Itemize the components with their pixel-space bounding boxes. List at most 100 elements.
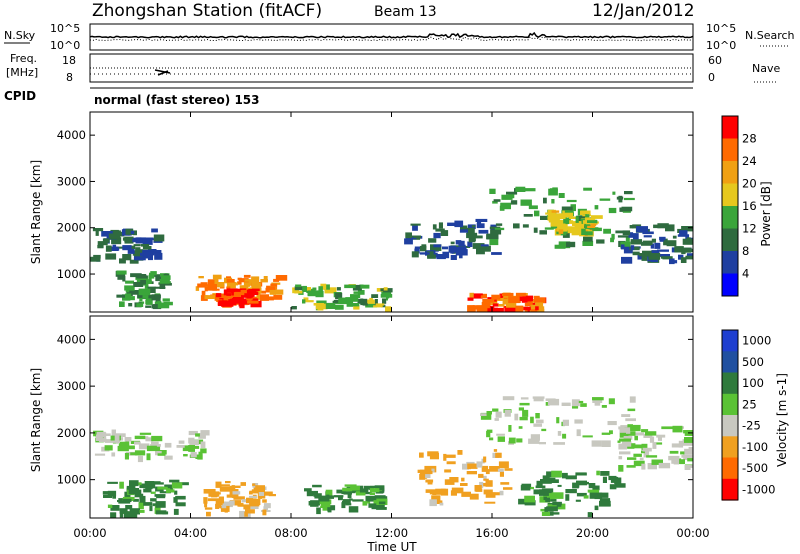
heatmap-cell <box>596 470 600 476</box>
nsky-tick-top: 10^5 <box>50 22 80 35</box>
heatmap-cell <box>130 230 135 235</box>
heatmap-cell <box>325 302 336 309</box>
heatmap-cell <box>260 294 269 301</box>
heatmap-cell <box>580 403 587 407</box>
freq-spike <box>154 69 171 76</box>
heatmap-cell <box>447 222 456 226</box>
heatmap-cell <box>500 482 510 485</box>
heatmap-cell <box>489 466 500 472</box>
heatmap-cell <box>436 254 446 260</box>
heatmap-cell <box>212 288 220 291</box>
heatmap-cell <box>378 501 386 505</box>
heatmap-cell <box>175 495 186 500</box>
heatmap-cell <box>551 470 562 478</box>
heatmap-cell <box>461 491 471 497</box>
heatmap-cell <box>223 296 229 301</box>
heatmap-cell <box>561 402 571 406</box>
heatmap-cell <box>533 397 544 402</box>
heatmap-cell <box>113 248 120 251</box>
heatmap-cell <box>541 428 547 432</box>
heatmap-cell <box>622 441 632 448</box>
heatmap-cell <box>427 451 439 457</box>
heatmap-cell <box>476 305 488 312</box>
heatmap-cell <box>146 453 151 461</box>
heatmap-cell <box>471 225 476 228</box>
heatmap-cell <box>612 191 616 195</box>
heatmap-cell <box>101 231 113 237</box>
heatmap-cell <box>243 279 254 286</box>
heatmap-cell <box>576 480 587 486</box>
heatmap-cell <box>325 489 333 497</box>
heatmap-cell <box>534 210 540 217</box>
heatmap-cell <box>150 498 157 502</box>
heatmap-cell <box>351 295 359 302</box>
heatmap-cell <box>230 500 241 506</box>
heatmap-cell <box>610 237 614 243</box>
heatmap-cell <box>112 244 117 249</box>
heatmap-cell <box>444 454 456 458</box>
heatmap-cell <box>604 504 611 507</box>
heatmap-cell <box>684 465 691 470</box>
heatmap-cell <box>668 455 680 461</box>
heatmap-cell <box>659 254 670 257</box>
heatmap-cell <box>147 286 156 293</box>
heatmap-cell <box>413 235 421 239</box>
heatmap-cell <box>221 501 227 509</box>
heatmap-cell <box>497 468 504 472</box>
heatmap-cell <box>176 445 185 448</box>
heatmap-cell <box>169 489 175 493</box>
heatmap-cell <box>425 479 434 483</box>
heatmap-cell <box>538 442 546 445</box>
heatmap-cell <box>136 275 148 279</box>
heatmap-cell <box>107 490 117 497</box>
heatmap-cell <box>122 237 129 241</box>
heatmap-cell <box>508 194 515 199</box>
heatmap-cell <box>546 506 558 512</box>
heatmap-cell <box>568 216 579 219</box>
heatmap-cell <box>549 498 557 502</box>
colorbar-swatch <box>722 161 738 184</box>
heatmap-cell <box>617 235 629 238</box>
heatmap-cell <box>660 256 673 259</box>
heatmap-cell <box>164 282 172 286</box>
heatmap-cell <box>634 435 638 441</box>
heatmap-cell <box>119 258 126 264</box>
heatmap-cell <box>304 488 312 492</box>
heatmap-cell <box>508 296 520 304</box>
heatmap-cell <box>369 492 375 495</box>
heatmap-cell <box>314 493 322 499</box>
x-tick-label: 00:00 <box>73 526 106 540</box>
heatmap-cell <box>435 500 443 504</box>
heatmap-cell <box>633 453 642 457</box>
heatmap-cell <box>164 484 173 490</box>
heatmap-cell <box>483 478 489 481</box>
heatmap-cell <box>661 426 673 430</box>
heatmap-cell <box>226 286 231 289</box>
heatmap-cell <box>226 293 231 296</box>
heatmap-cell <box>105 245 112 252</box>
heatmap-cell <box>576 429 581 437</box>
freq-tick-top: 18 <box>62 54 76 67</box>
heatmap-cell <box>335 292 343 300</box>
heatmap-cell <box>338 496 343 501</box>
heatmap-cell <box>458 240 465 247</box>
heatmap-cell <box>547 216 557 221</box>
power-heatmap <box>90 186 693 312</box>
heatmap-cell <box>504 409 511 417</box>
heatmap-cell <box>647 463 657 470</box>
heatmap-cell <box>642 240 653 245</box>
heatmap-cell <box>536 480 543 487</box>
heatmap-cell <box>486 430 491 438</box>
heatmap-cell <box>139 509 145 513</box>
heatmap-cell <box>143 488 152 493</box>
heatmap-cell <box>524 302 530 307</box>
heatmap-cell <box>324 287 337 294</box>
heatmap-cell <box>460 225 468 230</box>
heatmap-cell <box>528 438 540 444</box>
heatmap-cell <box>515 305 524 312</box>
heatmap-cell <box>504 306 512 312</box>
heatmap-cell <box>533 423 542 427</box>
heatmap-cell <box>554 215 560 223</box>
heatmap-cell <box>110 512 117 518</box>
heatmap-cell <box>96 434 103 441</box>
